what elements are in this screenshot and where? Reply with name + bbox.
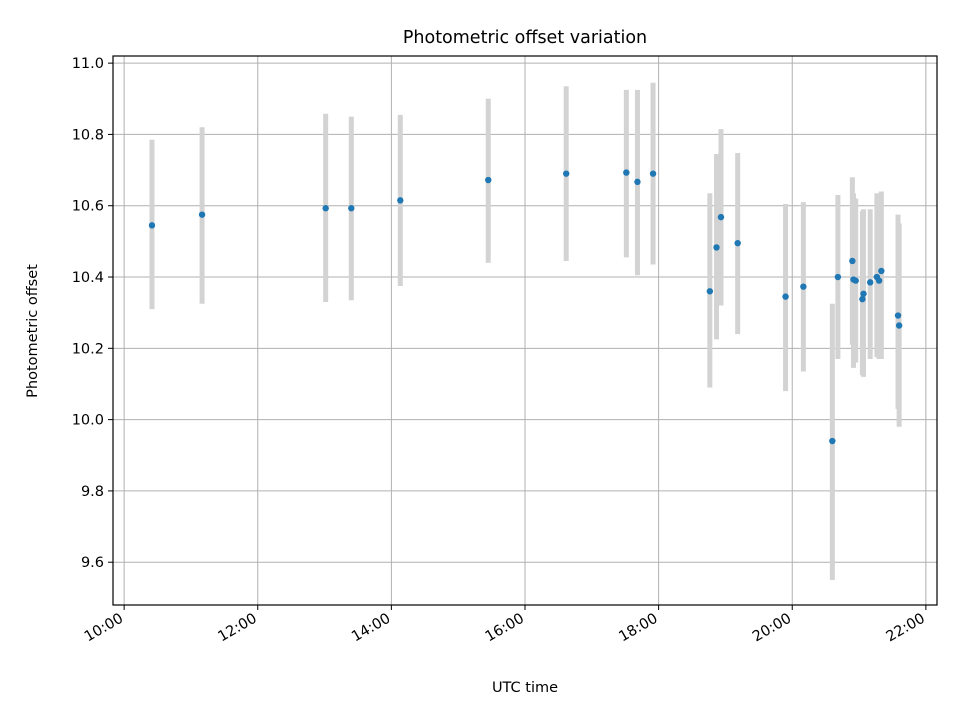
y-tick-label: 9.8 (81, 484, 104, 500)
data-point (634, 178, 641, 186)
y-tick-label: 9.6 (81, 555, 104, 571)
y-tick-label: 10.4 (72, 270, 104, 286)
data-point (734, 239, 741, 247)
data-point (717, 213, 725, 221)
data-point (148, 222, 156, 229)
data-points (148, 169, 903, 445)
y-axis-label: Photometric offset (25, 264, 41, 398)
y-tick-label: 11.0 (72, 56, 104, 72)
data-point (834, 273, 842, 281)
y-tick-label: 10.8 (72, 127, 104, 143)
data-point (782, 293, 789, 300)
data-point (852, 277, 859, 284)
data-point (322, 205, 329, 212)
data-point (829, 437, 836, 445)
x-tick-label: 20:00 (750, 611, 794, 646)
grid (113, 56, 937, 605)
x-axis-label: UTC time (492, 680, 558, 696)
data-point (878, 267, 885, 275)
data-point (849, 257, 856, 265)
data-point (859, 295, 866, 303)
data-point (894, 312, 902, 319)
x-tick-label: 16:00 (483, 611, 527, 646)
x-tick-label: 18:00 (616, 611, 660, 646)
x-tick-label: 14:00 (349, 611, 393, 646)
data-point (348, 205, 355, 212)
data-point (713, 244, 720, 251)
error-bars (149, 82, 902, 581)
x-tick-label: 12:00 (216, 611, 260, 646)
chart-title: Photometric offset variation (403, 28, 647, 48)
data-point (866, 279, 874, 286)
data-point (860, 290, 867, 297)
data-point (397, 197, 404, 204)
data-point (563, 170, 570, 177)
x-tick-label: 22:00 (884, 611, 928, 646)
y-tick-label: 10.6 (72, 199, 104, 215)
data-point (485, 176, 492, 184)
data-point (649, 170, 657, 177)
x-tick-label: 10:00 (82, 611, 126, 646)
data-point (895, 322, 903, 329)
y-tick-label: 10.0 (72, 413, 104, 429)
data-point (875, 277, 883, 284)
y-tick-label: 10.2 (72, 341, 104, 357)
data-point (623, 169, 630, 176)
data-point (198, 211, 206, 218)
data-point (800, 283, 807, 290)
data-point (706, 288, 714, 295)
